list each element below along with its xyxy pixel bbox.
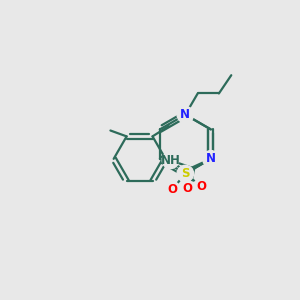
Circle shape: [164, 182, 180, 198]
Text: N: N: [180, 108, 190, 121]
Circle shape: [177, 165, 194, 182]
Circle shape: [202, 151, 219, 167]
Circle shape: [177, 106, 194, 123]
Text: N: N: [206, 152, 216, 165]
Text: O: O: [196, 180, 206, 193]
Circle shape: [162, 152, 179, 169]
Text: O: O: [167, 183, 177, 196]
Circle shape: [179, 181, 196, 197]
Text: S: S: [181, 167, 190, 180]
Text: NH: NH: [160, 154, 180, 167]
Circle shape: [193, 178, 210, 195]
Text: O: O: [182, 182, 192, 195]
